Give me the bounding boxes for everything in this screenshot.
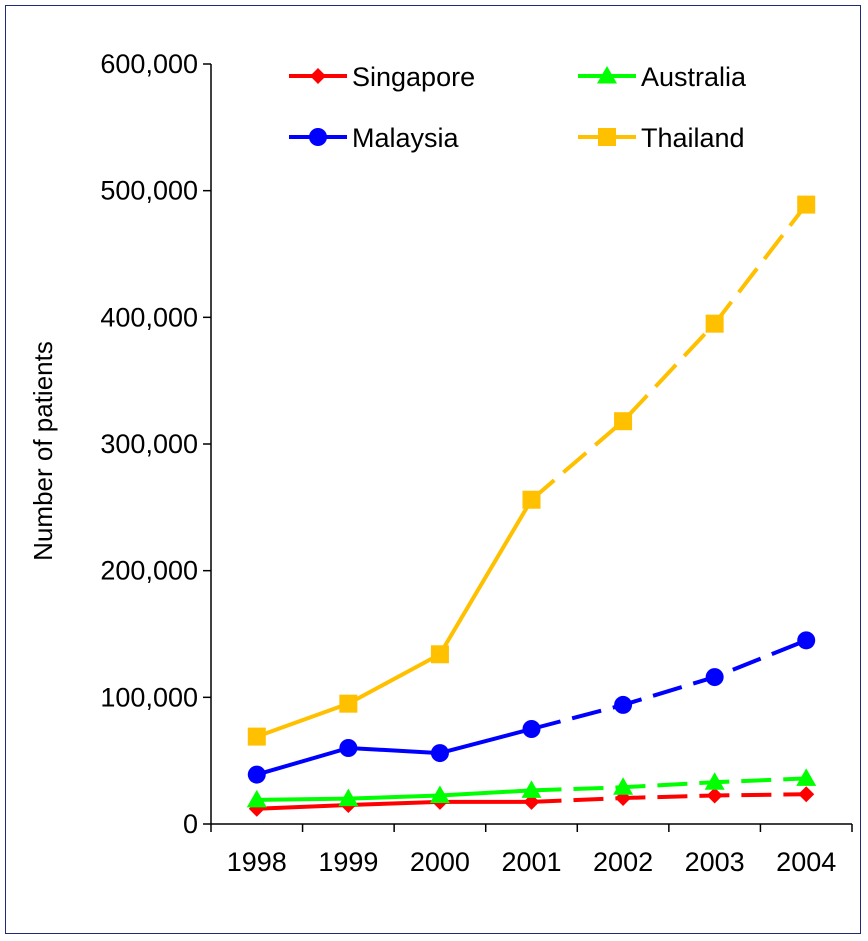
data-point-australia: [246, 789, 267, 808]
legend: Singapore Australia Malaysia Thailand: [289, 62, 747, 153]
x-tick-label: 2001: [501, 847, 561, 877]
chart-frame: 0 100,000 200,000 300,000 400,000 500,000 600,…: [5, 5, 861, 934]
data-point-australia: [796, 768, 817, 786]
series-line-dashed-australia: [531, 776, 807, 793]
x-tick-label: 2004: [776, 847, 836, 877]
y-tick-label: 200,000: [100, 556, 198, 586]
series-line-dashed-singapore: [531, 792, 807, 804]
data-point-malaysia: [339, 739, 358, 757]
x-tick-label: 2002: [593, 847, 653, 877]
data-point-thailand: [614, 412, 633, 431]
data-point-malaysia: [247, 765, 266, 784]
data-point-malaysia: [522, 720, 541, 738]
legend-marker-australia: [597, 66, 617, 84]
series-line-dashed-malaysia: [530, 638, 807, 731]
series-malaysia: [247, 631, 816, 784]
legend-marker-thailand: [598, 128, 616, 146]
y-tick-label: 300,000: [100, 429, 198, 459]
series-lines: [246, 195, 817, 817]
legend-label-malaysia: Malaysia: [352, 123, 460, 153]
legend-label-singapore: Singapore: [352, 62, 475, 92]
data-point-australia: [429, 785, 450, 803]
data-point-singapore: [798, 786, 815, 803]
axes: 0 100,000 200,000 300,000 400,000 500,000 600,…: [100, 49, 853, 877]
data-point-thailand: [247, 727, 266, 746]
data-point-australia: [338, 788, 359, 807]
legend-label-thailand: Thailand: [641, 123, 745, 153]
data-point-malaysia: [614, 695, 633, 714]
legend-marker-malaysia: [309, 128, 327, 146]
series-australia: [246, 768, 817, 808]
y-tick-label: 0: [183, 809, 198, 839]
y-tick-label: 100,000: [100, 682, 198, 712]
series-line-solid-malaysia: [256, 727, 533, 777]
data-point-thailand: [705, 314, 724, 333]
x-tick-label: 1999: [318, 847, 378, 877]
data-point-malaysia: [797, 631, 816, 650]
legend-item-australia: Australia: [578, 62, 747, 92]
series-line-solid-thailand: [256, 498, 534, 739]
data-point-singapore: [706, 787, 723, 804]
x-tick-label: 2003: [685, 847, 745, 877]
x-tick-label: 2000: [410, 847, 470, 877]
y-tick-label: 400,000: [100, 302, 198, 332]
legend-marker-singapore: [310, 68, 326, 84]
x-tick-label: 1998: [227, 847, 287, 877]
data-point-malaysia: [705, 668, 724, 687]
data-point-malaysia: [430, 744, 449, 763]
series-line-dashed-thailand: [530, 203, 808, 502]
legend-label-australia: Australia: [641, 62, 747, 92]
data-point-thailand: [522, 490, 541, 509]
data-point-australia: [704, 772, 725, 790]
y-tick-label: 600,000: [100, 49, 198, 79]
data-point-thailand: [430, 645, 449, 664]
legend-item-singapore: Singapore: [289, 62, 475, 92]
y-axis-title: Number of patients: [28, 341, 58, 561]
data-point-australia: [613, 777, 634, 795]
series-line-solid-singapore: [256, 799, 532, 811]
series-line-solid-australia: [256, 788, 532, 802]
legend-item-malaysia: Malaysia: [289, 123, 460, 153]
data-point-thailand: [797, 195, 816, 214]
legend-item-thailand: Thailand: [578, 123, 745, 153]
data-point-australia: [521, 780, 542, 798]
line-chart: 0 100,000 200,000 300,000 400,000 500,000 600,…: [28, 49, 853, 877]
y-tick-label: 500,000: [100, 176, 198, 206]
data-point-thailand: [339, 694, 358, 713]
series-thailand: [247, 195, 816, 746]
